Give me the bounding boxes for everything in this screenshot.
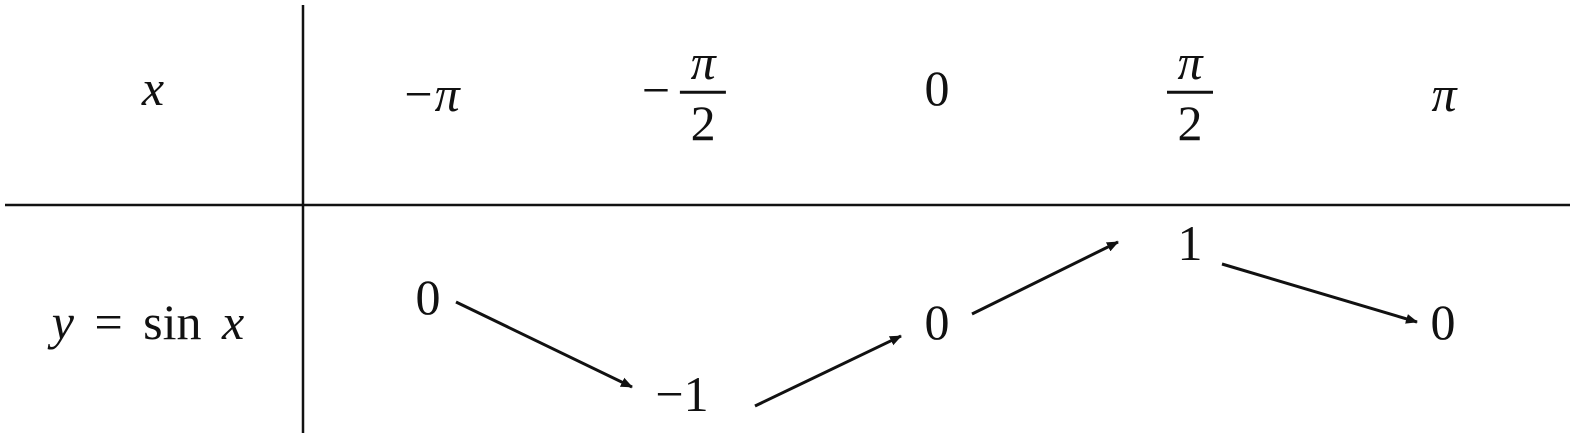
x-value-neg-half-pi: − π 2 — [642, 37, 726, 148]
x-value-neg-pi-sign: − — [404, 66, 432, 122]
fraction-denominator: 2 — [1178, 93, 1203, 147]
fraction-denominator: 2 — [691, 93, 716, 147]
fraction-stack: π 2 — [1167, 37, 1213, 148]
y-value-2: 0 — [925, 297, 950, 347]
y-row-label-x: x — [222, 294, 244, 350]
y-value-4: 0 — [1431, 297, 1456, 347]
x-value-half-pi: π 2 — [1167, 37, 1213, 148]
variation-arrow-down — [456, 302, 632, 387]
x-value-neg-pi: −π — [404, 69, 459, 119]
fraction-numerator: π — [1173, 37, 1206, 91]
y-value-3: 1 — [1178, 218, 1203, 268]
x-value-zero: 0 — [925, 63, 950, 113]
x-value-neg-half-pi-sign: − — [642, 65, 670, 115]
y-row-label: y = sin x — [52, 297, 244, 347]
y-row-label-fn: sin — [143, 294, 201, 350]
x-value-neg-pi-num: π — [435, 66, 460, 122]
fraction-stack: π 2 — [680, 37, 726, 148]
y-value-1: −1 — [655, 369, 708, 419]
variation-arrow-down — [1222, 264, 1417, 322]
x-row-label: x — [142, 63, 164, 113]
y-row-label-eq: = — [94, 294, 122, 350]
fraction-numerator: π — [687, 37, 720, 91]
variation-arrow-up — [972, 242, 1118, 314]
x-value-pi: π — [1431, 69, 1456, 119]
variation-arrow-up — [755, 336, 901, 406]
y-value-0: 0 — [416, 272, 441, 322]
y-row-label-y: y — [52, 294, 74, 350]
